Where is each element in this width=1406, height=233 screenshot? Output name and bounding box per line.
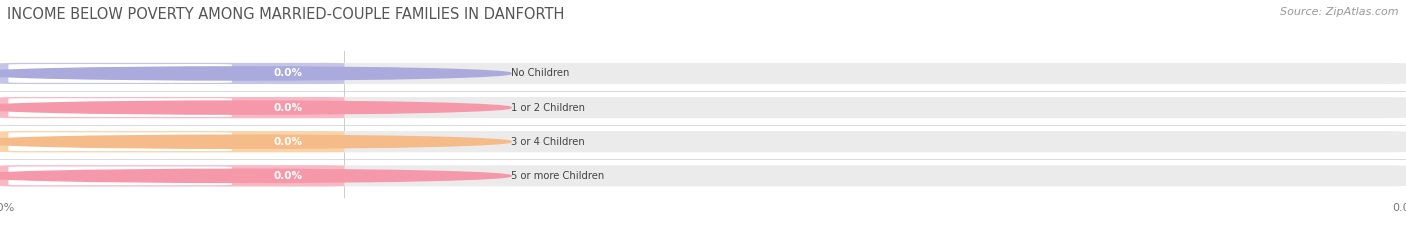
- FancyBboxPatch shape: [8, 132, 232, 151]
- Text: 0.0%: 0.0%: [274, 69, 302, 79]
- Text: Source: ZipAtlas.com: Source: ZipAtlas.com: [1281, 7, 1399, 17]
- Circle shape: [0, 135, 512, 148]
- Text: 0.0%: 0.0%: [274, 171, 302, 181]
- FancyBboxPatch shape: [0, 165, 344, 186]
- Text: 5 or more Children: 5 or more Children: [512, 171, 605, 181]
- FancyBboxPatch shape: [0, 97, 344, 118]
- Text: 0.0%: 0.0%: [274, 103, 302, 113]
- FancyBboxPatch shape: [8, 98, 232, 117]
- Text: 0.0%: 0.0%: [274, 137, 302, 147]
- Text: 3 or 4 Children: 3 or 4 Children: [512, 137, 585, 147]
- FancyBboxPatch shape: [0, 63, 1406, 84]
- Text: INCOME BELOW POVERTY AMONG MARRIED-COUPLE FAMILIES IN DANFORTH: INCOME BELOW POVERTY AMONG MARRIED-COUPL…: [7, 7, 564, 22]
- FancyBboxPatch shape: [0, 165, 1406, 186]
- FancyBboxPatch shape: [0, 63, 344, 84]
- FancyBboxPatch shape: [8, 166, 232, 185]
- Circle shape: [0, 169, 512, 182]
- Circle shape: [0, 101, 512, 114]
- Text: No Children: No Children: [512, 69, 569, 79]
- FancyBboxPatch shape: [0, 131, 1406, 152]
- Text: 1 or 2 Children: 1 or 2 Children: [512, 103, 585, 113]
- FancyBboxPatch shape: [8, 64, 232, 83]
- FancyBboxPatch shape: [0, 97, 1406, 118]
- Circle shape: [0, 67, 512, 80]
- FancyBboxPatch shape: [0, 131, 344, 152]
